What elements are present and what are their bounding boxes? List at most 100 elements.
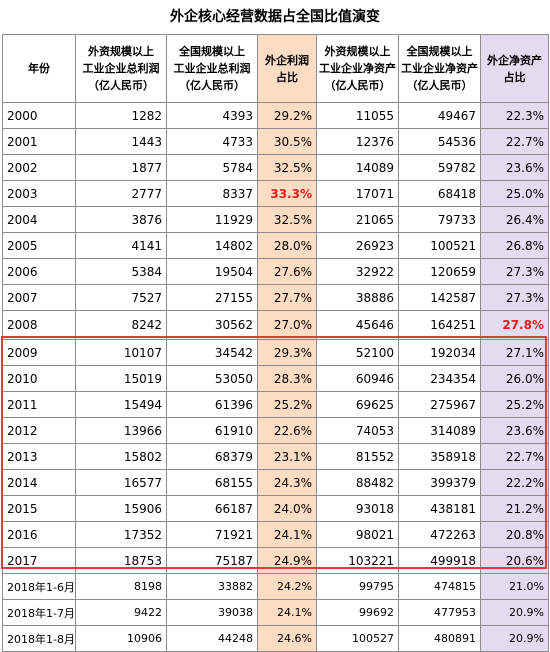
- cell-year: 2012: [2, 417, 76, 444]
- cell-profit-share: 28.0%: [257, 232, 317, 259]
- cell-national-profit: 11929: [166, 206, 258, 233]
- cell-asset-share: 26.8%: [480, 232, 549, 259]
- cell-profit-share: 27.0%: [257, 310, 317, 340]
- cell-national-profit: 66187: [166, 495, 258, 522]
- cell-asset-share: 27.3%: [480, 258, 549, 285]
- cell-profit-share: 29.3%: [257, 339, 317, 366]
- cell-foreign-assets: 93018: [316, 495, 399, 522]
- cell-asset-share: 25.0%: [480, 180, 549, 207]
- cell-asset-share: 20.9%: [480, 599, 549, 626]
- cell-foreign-assets: 74053: [316, 417, 399, 444]
- cell-asset-share: 25.2%: [480, 391, 549, 418]
- cell-foreign-assets: 99795: [316, 573, 399, 600]
- cell-national-profit: 27155: [166, 284, 258, 311]
- cell-foreign-assets: 32922: [316, 258, 399, 285]
- cell-foreign-profit: 10107: [75, 339, 167, 366]
- cell-asset-share: 20.6%: [480, 547, 549, 574]
- cell-profit-share: 24.3%: [257, 469, 317, 496]
- cell-profit-share: 29.2%: [257, 102, 317, 129]
- cell-foreign-profit: 8198: [75, 573, 167, 600]
- table-row: 2013 15802 68379 23.1% 81552 358918 22.7%: [2, 443, 549, 470]
- header-row: 年份 外资规模以上 工业企业总利润 （亿人民币） 全国规模以上 工业企业总利润 （亿人民…: [2, 34, 549, 103]
- cell-year: 2013: [2, 443, 76, 470]
- cell-year: 2008: [2, 310, 76, 340]
- cell-year: 2018年1-7月: [2, 599, 76, 626]
- cell-asset-share: 27.3%: [480, 284, 549, 311]
- cell-asset-share: 26.4%: [480, 206, 549, 233]
- cell-foreign-profit: 1282: [75, 102, 167, 129]
- cell-profit-share: 24.2%: [257, 573, 317, 600]
- cell-foreign-profit: 18753: [75, 547, 167, 574]
- cell-national-profit: 53050: [166, 365, 258, 392]
- cell-national-profit: 30562: [166, 310, 258, 340]
- cell-foreign-assets: 81552: [316, 443, 399, 470]
- cell-year: 2018年1-8月: [2, 625, 76, 652]
- cell-profit-share: 32.5%: [257, 154, 317, 181]
- cell-year: 2015: [2, 495, 76, 522]
- cell-national-profit: 61396: [166, 391, 258, 418]
- cell-national-profit: 33882: [166, 573, 258, 600]
- table-row: 2012 13966 61910 22.6% 74053 314089 23.6%: [2, 417, 549, 444]
- cell-asset-share: 23.6%: [480, 154, 549, 181]
- cell-national-assets: 234354: [398, 365, 481, 392]
- cell-national-assets: 472263: [398, 521, 481, 548]
- table-row: 2018年1-8月 10906 44248 24.6% 100527 480891 20.9…: [2, 625, 549, 652]
- cell-profit-share: 23.1%: [257, 443, 317, 470]
- cell-national-assets: 438181: [398, 495, 481, 522]
- cell-year: 2006: [2, 258, 76, 285]
- table-row: 2014 16577 68155 24.3% 88482 399379 22.2%: [2, 469, 549, 496]
- cell-national-profit: 5784: [166, 154, 258, 181]
- table-row: 2016 17352 71921 24.1% 98021 472263 20.8%: [2, 521, 549, 548]
- cell-asset-share: 20.8%: [480, 521, 549, 548]
- cell-foreign-profit: 15906: [75, 495, 167, 522]
- data-table: 年份 外资规模以上 工业企业总利润 （亿人民币） 全国规模以上 工业企业总利润 （亿人民…: [2, 34, 549, 652]
- cell-national-profit: 75187: [166, 547, 258, 574]
- cell-foreign-assets: 60946: [316, 365, 399, 392]
- cell-national-profit: 19504: [166, 258, 258, 285]
- cell-national-assets: 59782: [398, 154, 481, 181]
- cell-profit-share: 24.6%: [257, 625, 317, 652]
- cell-foreign-profit: 1877: [75, 154, 167, 181]
- cell-foreign-profit: 15019: [75, 365, 167, 392]
- cell-profit-share: 24.9%: [257, 547, 317, 574]
- table-row: 2002 1877 5784 32.5% 14089 59782 23.6%: [2, 154, 549, 181]
- cell-foreign-profit: 15494: [75, 391, 167, 418]
- cell-foreign-assets: 52100: [316, 339, 399, 366]
- cell-foreign-assets: 17071: [316, 180, 399, 207]
- cell-year: 2016: [2, 521, 76, 548]
- header-national-profit: 全国规模以上 工业企业总利润 （亿人民币）: [166, 34, 258, 103]
- table-row: 2017 18753 75187 24.9% 103221 499918 20.6%: [2, 547, 549, 574]
- cell-year: 2009: [2, 339, 76, 366]
- cell-national-profit: 34542: [166, 339, 258, 366]
- cell-national-profit: 68155: [166, 469, 258, 496]
- table-row: 2004 3876 11929 32.5% 21065 79733 26.4%: [2, 206, 549, 233]
- cell-year: 2014: [2, 469, 76, 496]
- cell-national-profit: 71921: [166, 521, 258, 548]
- cell-year: 2018年1-6月: [2, 573, 76, 600]
- table-row: 2007 7527 27155 27.7% 38886 142587 27.3%: [2, 284, 549, 311]
- cell-asset-share: 23.6%: [480, 417, 549, 444]
- cell-profit-share: 22.6%: [257, 417, 317, 444]
- cell-foreign-assets: 12376: [316, 128, 399, 155]
- cell-asset-share: 27.1%: [480, 339, 549, 366]
- cell-national-assets: 314089: [398, 417, 481, 444]
- table-row: 2010 15019 53050 28.3% 60946 234354 26.0%: [2, 365, 549, 392]
- cell-asset-share: 21.0%: [480, 573, 549, 600]
- cell-foreign-assets: 14089: [316, 154, 399, 181]
- table-title: 外企核心经营数据占全国比值演变: [170, 9, 380, 25]
- cell-national-profit: 44248: [166, 625, 258, 652]
- header-national-assets: 全国规模以上 工业企业净资产 （亿人民币）: [398, 34, 481, 103]
- cell-foreign-profit: 2777: [75, 180, 167, 207]
- cell-asset-share: 22.2%: [480, 469, 549, 496]
- cell-foreign-profit: 16577: [75, 469, 167, 496]
- cell-profit-share: 24.1%: [257, 599, 317, 626]
- cell-foreign-profit: 5384: [75, 258, 167, 285]
- cell-national-assets: 120659: [398, 258, 481, 285]
- cell-national-assets: 399379: [398, 469, 481, 496]
- cell-foreign-assets: 26923: [316, 232, 399, 259]
- cell-profit-share: 32.5%: [257, 206, 317, 233]
- cell-national-assets: 192034: [398, 339, 481, 366]
- table-row: 2005 4141 14802 28.0% 26923 100521 26.8%: [2, 232, 549, 259]
- cell-national-assets: 480891: [398, 625, 481, 652]
